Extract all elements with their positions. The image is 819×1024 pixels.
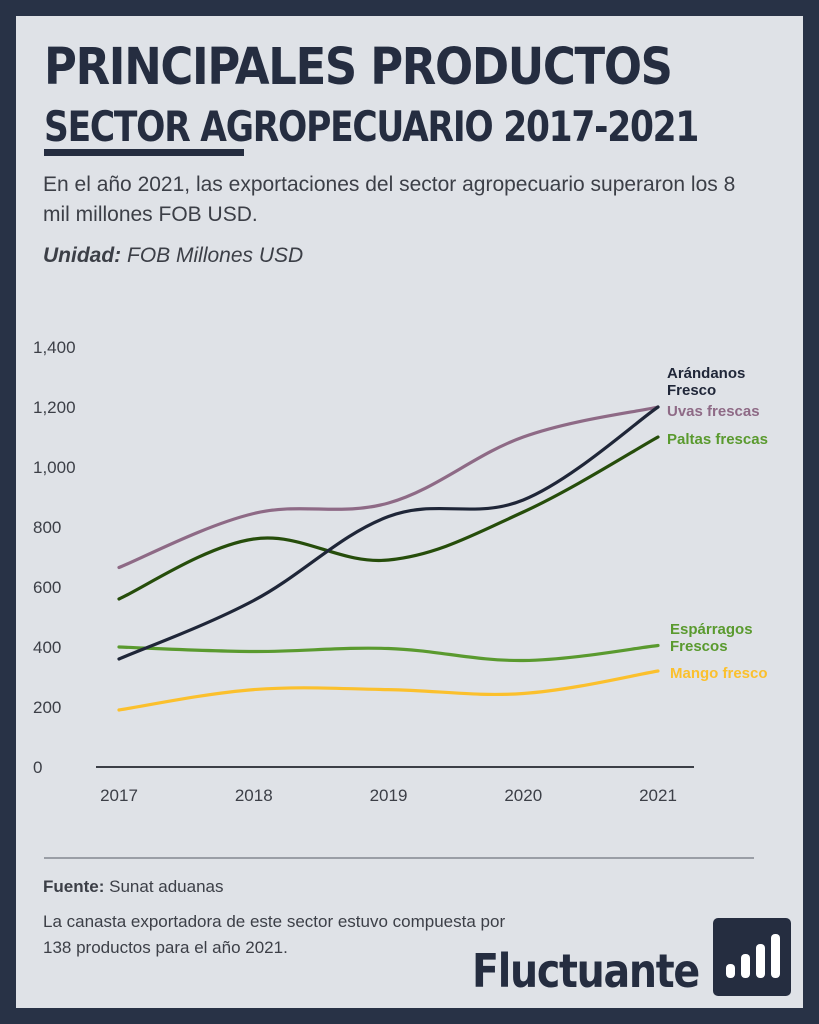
series-line-ar-ndanos-fresco [117,405,660,661]
source-value: Sunat aduanas [109,877,224,896]
source-line: Fuente: Sunat aduanas [43,877,224,897]
page-subtitle-heading: SECTOR AGROPECUARIO 2017-2021 [44,102,699,151]
footer-divider [44,857,754,859]
source-label: Fuente: [43,877,105,896]
y-tick-label: 1,400 [33,338,76,357]
series-end-label: Arándanos [667,365,745,382]
x-tick-label: 2021 [639,786,677,805]
y-tick-label: 200 [33,698,61,717]
series-line-mango-fresco [117,669,660,712]
unit-label: Unidad: FOB Millones USD [43,244,303,268]
series-end-label: Mango fresco [670,665,768,682]
footnote-text: La canasta exportadora de este sector es… [43,912,506,957]
y-tick-label: 400 [33,638,61,657]
bar-chart-icon [713,918,791,996]
series-line-esp-rragos-frescos [117,643,660,663]
bar-chart-icon-bar [756,944,765,978]
y-tick-label: 0 [33,758,42,777]
series-line-paltas-frescas [117,435,660,601]
series-end-label: Paltas frescas [667,431,768,448]
page-title: PRINCIPALES PRODUCTOS [44,38,673,97]
y-tick-label: 1,200 [33,398,76,417]
y-tick-label: 1,000 [33,458,76,477]
series-end-label: Frescos [670,638,728,655]
title-underline [44,149,244,156]
series-end-label: Fresco [667,382,716,399]
unit-label-value: FOB Millones USD [127,244,304,267]
series-line-uvas-frescas [117,405,660,570]
line-chart: 0 200 400 600 800 1,000 1,200 1,400 2017 2018 2019… [33,338,768,805]
bar-chart-icon-bar [771,934,780,978]
x-tick-label: 2020 [504,786,542,805]
x-tick-label: 2019 [370,786,408,805]
bar-chart-icon-bar [741,954,750,978]
y-tick-label: 600 [33,578,61,597]
x-tick-label: 2017 [100,786,138,805]
description-text: En el año 2021, las exportaciones del se… [43,173,736,226]
unit-label-key: Unidad: [43,244,122,267]
bar-chart-icon-bar [726,964,735,978]
series-end-label: Uvas frescas [667,403,760,420]
infographic-card: PRINCIPALES PRODUCTOS SECTOR AGROPECUARI… [16,16,803,1008]
brand-logo-text: Fluctuante [472,944,700,998]
series-end-label: Espárragos [670,621,753,638]
x-tick-label: 2018 [235,786,273,805]
y-tick-label: 800 [33,518,61,537]
